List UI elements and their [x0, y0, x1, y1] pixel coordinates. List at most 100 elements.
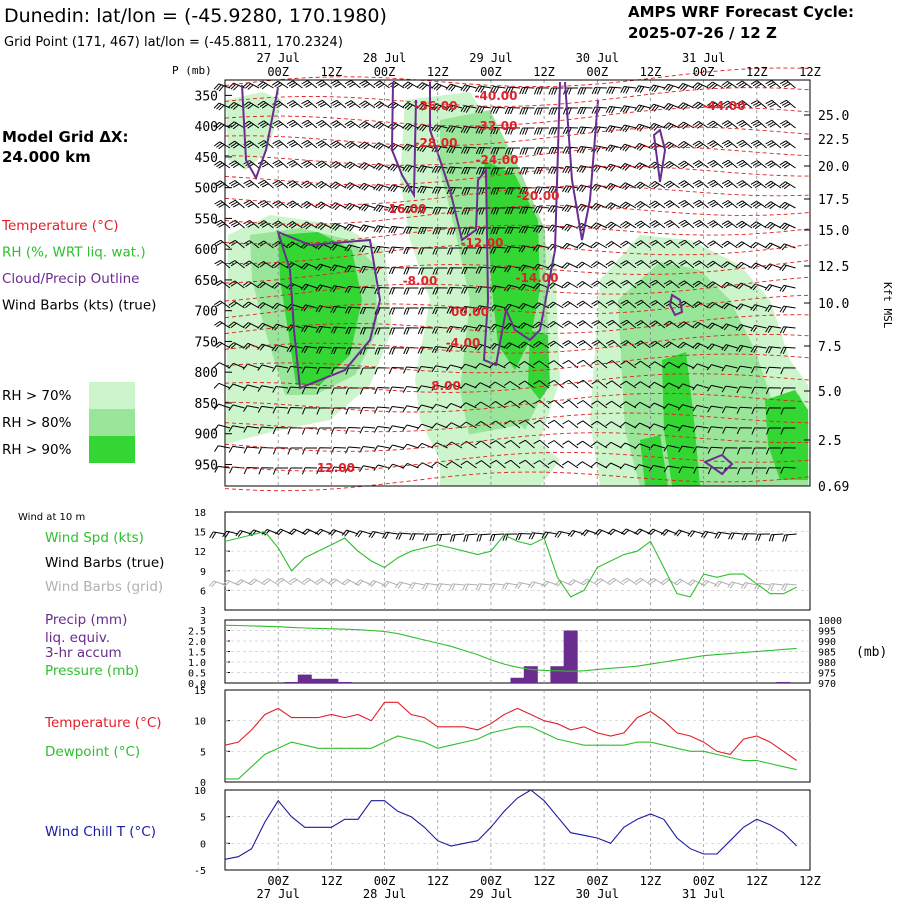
- cloud-outline-path: [668, 293, 684, 317]
- wind-barb: [344, 120, 361, 129]
- wind-barb: [678, 239, 695, 249]
- wind-barb: [605, 182, 622, 191]
- wind-barb: [287, 467, 303, 475]
- wind-barb: [341, 529, 359, 537]
- cloud-outline-path: [652, 128, 667, 183]
- temperature-contours: [224, 67, 811, 492]
- rh-legend-label: RH > 80%: [2, 415, 72, 431]
- wind-barb: [764, 304, 782, 313]
- precip-pressure-panel: 0.00.51.01.52.02.53 Precip (mm) liq. equiv…: [45, 612, 842, 690]
- pressure-tick: 350: [195, 89, 218, 104]
- y-tick-label: 3: [200, 616, 206, 627]
- y-tick-label: 6: [200, 586, 206, 597]
- height-tick-labels: 25.0 22.5 20.0 17.5 15.0 12.5 10.0 7.5 5.0 2.5 0.6…: [804, 109, 849, 495]
- wind-barb: [445, 364, 463, 371]
- cloud-outline-path: [241, 84, 279, 181]
- wind-barb: [360, 367, 375, 375]
- rh-legend-label: RH > 70%: [2, 388, 72, 404]
- upper-time-gridlines: [277, 80, 758, 486]
- wind-barb: [620, 380, 637, 389]
- wind-barb: [648, 444, 666, 451]
- series-line: [225, 726, 797, 780]
- wind-barb: [766, 427, 781, 435]
- wind-barb: [344, 79, 361, 89]
- wind-barb: [533, 206, 550, 214]
- wind-barb: [634, 401, 651, 409]
- wind-barb: [416, 423, 434, 430]
- wind-barb: [779, 305, 796, 313]
- wind-barb: [576, 359, 593, 369]
- wind-barb: [647, 577, 665, 586]
- wind-barb: [460, 382, 477, 389]
- bottom-hour-label: 12Z: [533, 874, 555, 888]
- wind-barb: [605, 400, 622, 409]
- wind-barb: [721, 179, 738, 189]
- cross-section-panel: -36.00 -40.00 -44.00 -32.00 -28.00 -24.00 -20.…: [172, 64, 894, 495]
- wind-barb: [344, 140, 361, 149]
- wind-barb: [649, 320, 666, 329]
- wind-barb: [562, 460, 579, 469]
- forecast-cycle-value: 2025-07-26 / 12 Z: [628, 24, 777, 42]
- wind-barb: [228, 383, 245, 390]
- wind-barb: [460, 363, 477, 370]
- wind-barb: [402, 185, 419, 193]
- wind-barb: [286, 365, 303, 373]
- grid-spacing-label: Model Grid ΔX:: [2, 128, 129, 146]
- wind-barb: [765, 366, 782, 374]
- wind-barb: [519, 187, 535, 195]
- precip-bar: [776, 681, 791, 683]
- wind-barb: [228, 140, 245, 149]
- wind-barb: [721, 200, 738, 209]
- wind-barb: [735, 324, 753, 332]
- wind-barb: [634, 85, 651, 93]
- wind-barb: [330, 387, 346, 395]
- wind-barb: [768, 533, 784, 542]
- wind-barb: [257, 100, 274, 109]
- wind-barb: [576, 339, 593, 349]
- wind-barb: [431, 365, 448, 372]
- wind-barb: [243, 199, 260, 209]
- wind-barb: [381, 580, 398, 588]
- wind-barb: [779, 326, 796, 334]
- wind-barb: [403, 307, 419, 315]
- wind-barb: [257, 199, 274, 209]
- wind-barb: [678, 199, 695, 209]
- wind-barb: [649, 180, 666, 189]
- wind-barb: [663, 239, 680, 249]
- wind-barb: [634, 104, 651, 113]
- wind-barb: [533, 107, 549, 115]
- wind-barb: [765, 407, 782, 415]
- wind-barb: [505, 167, 520, 175]
- wind-barb: [780, 447, 796, 455]
- wind-barb: [677, 404, 695, 411]
- wind-barb: [489, 533, 505, 542]
- wind-barb: [620, 105, 637, 113]
- wind-barb: [286, 180, 303, 189]
- wind-barb: [590, 222, 608, 231]
- y-tick-label: 9: [200, 567, 206, 578]
- wind-barb: [678, 219, 695, 229]
- wind-barb: [547, 224, 564, 233]
- y-tick-label: 1.5: [188, 648, 206, 659]
- wind-barb: [388, 386, 405, 394]
- precip-bar: [510, 677, 525, 683]
- wind-barb: [373, 204, 390, 213]
- y-tick-label: 10: [194, 717, 206, 728]
- wind-barb: [402, 205, 419, 214]
- page-title: Dunedin: lat/lon = (-45.9280, 170.1980): [4, 5, 387, 27]
- wind-barb: [780, 427, 796, 435]
- wind-barb: [460, 344, 477, 352]
- wind-barb: [735, 303, 753, 311]
- wind-barb: [416, 82, 434, 91]
- wind-barb: [721, 364, 738, 372]
- wind-barb: [548, 127, 564, 135]
- wind-barb: [345, 367, 361, 375]
- cloud-outline-path: [564, 81, 599, 241]
- wind-barb: [488, 583, 505, 591]
- wind-barb: [678, 160, 695, 169]
- wind-barb: [329, 222, 347, 231]
- wind-barb: [373, 225, 390, 233]
- wind-barb: [620, 319, 637, 329]
- precip-bar: [297, 674, 312, 683]
- wind-barb: [533, 225, 550, 233]
